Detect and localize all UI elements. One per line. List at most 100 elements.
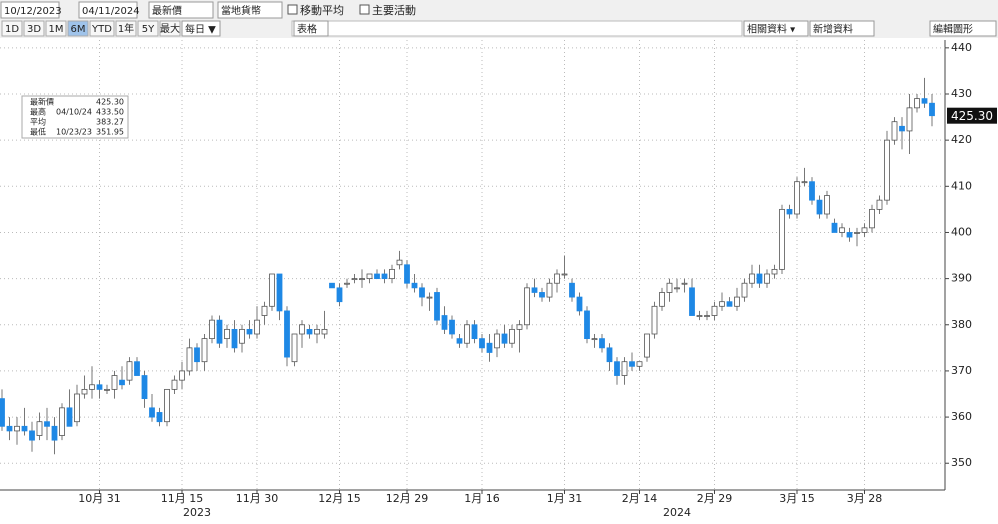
year-label: 2023 xyxy=(183,506,211,519)
candle-body xyxy=(674,287,680,290)
last-price-tag xyxy=(947,107,997,124)
range-button[interactable] xyxy=(67,20,89,37)
candle-body xyxy=(479,338,485,349)
year-label: 2024 xyxy=(663,506,691,519)
candle-body xyxy=(404,264,410,284)
related-data[interactable]: 相關資料 ▾ xyxy=(747,23,795,36)
legend-label: 最新價 xyxy=(30,97,54,107)
related-data-box[interactable] xyxy=(743,20,809,37)
candle-body xyxy=(659,292,665,307)
table[interactable]: 表格 xyxy=(297,23,317,36)
range-label[interactable]: YTD xyxy=(91,24,112,35)
edit-chart[interactable]: 編輯圖形 xyxy=(933,23,973,36)
y-tick-label: 350 xyxy=(951,456,972,469)
candle-body xyxy=(396,259,403,266)
candle-body xyxy=(449,319,455,335)
legend-date: 04/10/24 xyxy=(56,108,92,117)
end-date-box[interactable] xyxy=(78,1,138,19)
key-events[interactable]: 主要活動 xyxy=(372,3,416,17)
checkbox[interactable] xyxy=(359,4,370,15)
range-label[interactable]: 6M xyxy=(71,24,86,35)
range-button[interactable] xyxy=(137,20,159,37)
candle-body xyxy=(329,282,335,289)
candle-body xyxy=(501,333,508,344)
start-date[interactable]: 10/12/2023 xyxy=(4,6,62,17)
candle-body xyxy=(291,333,298,363)
range-button[interactable] xyxy=(1,20,23,37)
range-label[interactable]: 5Y xyxy=(142,24,155,35)
frequency[interactable]: 每日 ▼ xyxy=(185,23,216,36)
y-tick-label: 440 xyxy=(951,41,972,54)
range-label[interactable]: 1年 xyxy=(118,22,134,35)
candle-body xyxy=(314,328,320,335)
range-button[interactable] xyxy=(45,20,67,37)
candle-body xyxy=(179,370,185,381)
candle-body xyxy=(846,232,853,238)
candle-body xyxy=(569,282,575,298)
candle-body xyxy=(719,301,725,307)
legend-value: 425.30 xyxy=(96,98,124,107)
range-button[interactable] xyxy=(89,20,115,37)
last-price-label: 425.30 xyxy=(951,109,993,123)
candle-body xyxy=(96,384,103,390)
legend-label: 最低 xyxy=(30,127,46,137)
x-tick-label: 2月 14 xyxy=(622,492,658,505)
range-label[interactable]: 最大 xyxy=(160,22,180,35)
candle-body xyxy=(636,361,643,367)
end-date[interactable]: 04/11/2024 xyxy=(82,6,140,17)
candle-body xyxy=(201,338,208,363)
legend-label: 平均 xyxy=(30,117,46,127)
candle-body xyxy=(629,361,635,367)
price-field[interactable]: 最新價 xyxy=(152,4,182,17)
candle-body xyxy=(711,305,718,316)
candle-body xyxy=(771,268,778,275)
candle-body xyxy=(126,361,133,381)
candle-body xyxy=(299,324,305,335)
range-button[interactable] xyxy=(159,20,181,37)
x-tick-label: 11月 30 xyxy=(236,492,279,505)
candle-body xyxy=(749,273,755,284)
y-tick-label: 420 xyxy=(951,133,972,146)
start-date-box[interactable] xyxy=(0,1,60,19)
range-label[interactable]: 1M xyxy=(49,24,64,35)
candle-body xyxy=(884,139,890,201)
y-tick-label: 430 xyxy=(951,87,972,100)
candle-body xyxy=(756,273,763,284)
currency-box[interactable] xyxy=(217,1,283,19)
range-button[interactable] xyxy=(115,20,137,37)
chart-bg xyxy=(0,38,998,520)
range-label[interactable]: 3D xyxy=(27,24,41,35)
candle-body xyxy=(6,425,13,432)
moving-average[interactable]: 移動平均 xyxy=(300,3,344,17)
price-field-box[interactable] xyxy=(148,1,214,19)
candle-body xyxy=(464,324,470,344)
candle-body xyxy=(689,287,695,316)
candle-body xyxy=(284,310,290,358)
edit-chart-box[interactable] xyxy=(929,20,997,37)
candle-body xyxy=(494,333,500,349)
checkbox[interactable] xyxy=(287,4,298,15)
candle-body xyxy=(809,181,815,201)
new-data-box[interactable] xyxy=(809,20,875,37)
candle-body xyxy=(726,301,733,307)
y-tick-label: 360 xyxy=(951,410,972,423)
candle-body xyxy=(764,273,770,284)
range-button[interactable] xyxy=(23,20,45,37)
candle-body xyxy=(929,102,935,117)
x-tick-label: 12月 29 xyxy=(386,492,429,505)
candle-body xyxy=(111,375,118,390)
candle-body xyxy=(741,282,748,298)
candle-body xyxy=(696,315,703,317)
candle-body xyxy=(554,273,560,284)
candle-body xyxy=(164,388,170,423)
legend-label: 最高 xyxy=(30,107,46,117)
candle-body xyxy=(486,342,493,353)
range-label[interactable]: 1D xyxy=(5,24,19,35)
currency[interactable]: 當地貨幣 xyxy=(221,4,261,17)
frequency-box[interactable] xyxy=(181,20,221,37)
y-tick-label: 380 xyxy=(951,318,972,331)
new-data[interactable]: 新增資料 xyxy=(813,23,853,36)
candle-body xyxy=(576,296,583,312)
table-box[interactable] xyxy=(293,20,329,37)
